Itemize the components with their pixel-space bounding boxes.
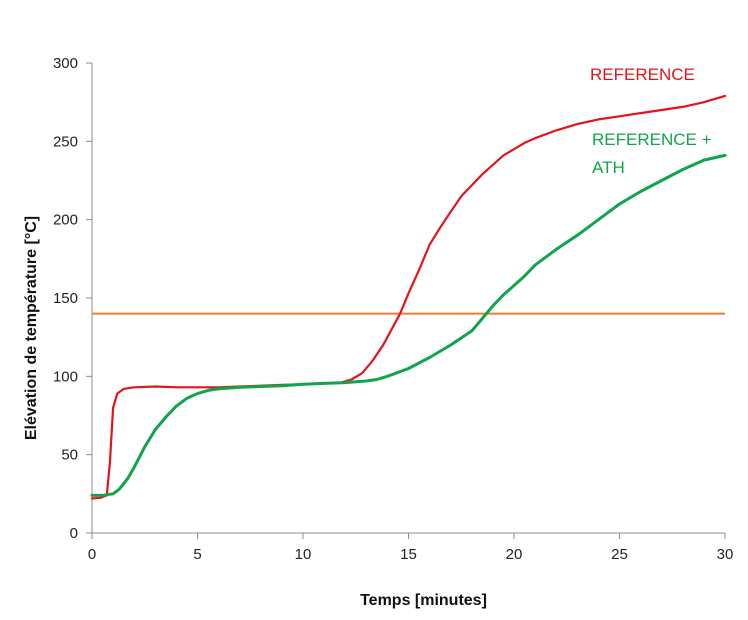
series-labels: REFERENCE REFERENCE + ATH <box>590 65 712 177</box>
y-tick-label: 50 <box>61 447 78 464</box>
series-lines <box>90 94 727 500</box>
x-axis-title: Temps [minutes] <box>360 592 487 609</box>
y-tick-label: 300 <box>53 55 78 72</box>
x-tick-label: 10 <box>295 546 312 563</box>
x-tick-label: 30 <box>717 546 734 563</box>
series-line-reference-ath <box>90 153 727 497</box>
y-axis-title: Elévation de température [°C] <box>23 216 40 440</box>
series-label-reference-ath: REFERENCE + ATH <box>592 130 712 177</box>
y-tick-label: 100 <box>53 368 78 385</box>
x-tick-label: 25 <box>611 546 628 563</box>
x-tick-label: 0 <box>88 546 96 563</box>
y-tick-label: 0 <box>70 525 78 542</box>
series-label-reference: REFERENCE <box>590 65 695 84</box>
y-tick-label: 250 <box>53 133 78 150</box>
series-line-reference <box>90 94 727 500</box>
y-axis: 0 50 100 150 200 250 300 <box>53 55 93 542</box>
y-tick-label: 200 <box>53 212 78 229</box>
x-tick-label: 15 <box>400 546 417 563</box>
x-axis: 0 5 10 15 20 25 30 <box>88 532 734 563</box>
x-tick-label: 5 <box>193 546 201 563</box>
y-tick-label: 150 <box>53 290 78 307</box>
x-tick-label: 20 <box>506 546 523 563</box>
